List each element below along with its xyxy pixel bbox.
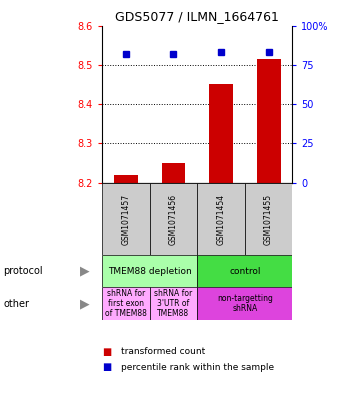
Bar: [102, 255, 197, 287]
Text: control: control: [229, 267, 260, 275]
Title: GDS5077 / ILMN_1664761: GDS5077 / ILMN_1664761: [115, 10, 279, 23]
Text: other: other: [3, 299, 29, 309]
Text: percentile rank within the sample: percentile rank within the sample: [121, 363, 274, 372]
Bar: [162, 163, 185, 183]
Bar: [209, 84, 233, 183]
Text: GSM1071457: GSM1071457: [121, 193, 130, 245]
Bar: [245, 183, 292, 255]
Text: ▶: ▶: [80, 264, 90, 278]
Text: ■: ■: [102, 347, 111, 357]
Text: ■: ■: [102, 362, 111, 373]
Text: GSM1071455: GSM1071455: [264, 193, 273, 245]
Bar: [197, 255, 292, 287]
Bar: [102, 183, 150, 255]
Text: shRNA for
3'UTR of
TMEM88: shRNA for 3'UTR of TMEM88: [154, 289, 192, 318]
Bar: [150, 287, 197, 320]
Text: non-targetting
shRNA: non-targetting shRNA: [217, 294, 273, 313]
Bar: [150, 183, 197, 255]
Bar: [102, 287, 150, 320]
Text: TMEM88 depletion: TMEM88 depletion: [108, 267, 191, 275]
Bar: [197, 287, 292, 320]
Text: ▶: ▶: [80, 297, 90, 310]
Text: protocol: protocol: [3, 266, 43, 276]
Bar: [257, 59, 280, 183]
Bar: [197, 183, 245, 255]
Text: transformed count: transformed count: [121, 347, 205, 356]
Text: GSM1071454: GSM1071454: [217, 193, 225, 245]
Text: GSM1071456: GSM1071456: [169, 193, 178, 245]
Text: shRNA for
first exon
of TMEM88: shRNA for first exon of TMEM88: [105, 289, 147, 318]
Bar: [114, 175, 138, 183]
